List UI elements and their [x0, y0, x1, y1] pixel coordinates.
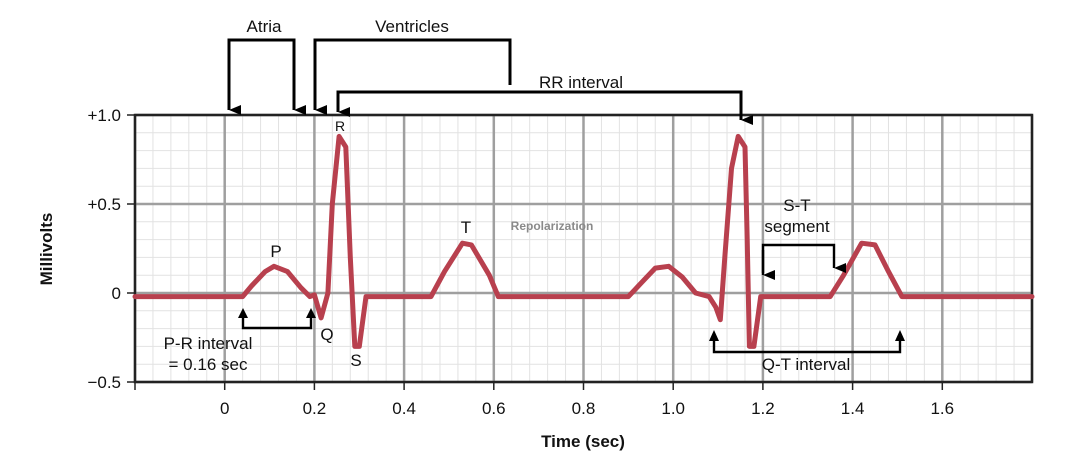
st-segment-bracket: [761, 243, 846, 280]
x-tick-label: 1.6: [930, 399, 954, 418]
y-tick-label: −0.5: [87, 373, 121, 392]
ventricles-label: Ventricles: [375, 17, 449, 36]
rr-interval-bracket: [336, 90, 753, 125]
repolarization-label: Repolarization: [511, 219, 594, 233]
qt-interval-bracket: [709, 330, 905, 354]
x-tick-label: 1.0: [661, 399, 685, 418]
q-wave-label: Q: [320, 325, 333, 344]
x-axis-label: Time (sec): [541, 432, 625, 451]
x-axis-ticks: 0 0.2 0.4 0.6 0.8 1.0 1.2 1.4 1.6: [134, 382, 954, 418]
st-segment-label-line1: S-T: [783, 196, 810, 215]
pr-interval-bracket: [238, 308, 316, 330]
rr-interval-label: RR interval: [539, 73, 623, 92]
p-wave-label: P: [270, 242, 281, 261]
x-tick-label: 0.2: [303, 399, 327, 418]
x-tick-label: 0: [220, 399, 229, 418]
y-axis-ticks: +1.0 +0.5 0 −0.5: [87, 106, 135, 392]
atria-label: Atria: [247, 17, 283, 36]
x-tick-label: 1.2: [751, 399, 775, 418]
y-tick-label: +1.0: [87, 106, 121, 125]
pr-interval-label-line2: = 0.16 sec: [169, 355, 248, 374]
qt-interval-label: Q-T interval: [762, 355, 851, 374]
y-axis-label: Millivolts: [37, 213, 56, 286]
x-tick-label: 0.6: [482, 399, 506, 418]
y-tick-label: 0: [112, 284, 121, 303]
x-tick-label: 0.8: [572, 399, 596, 418]
ecg-trace: [132, 133, 1035, 349]
t-wave-label: T: [461, 218, 471, 237]
atria-bracket: [227, 38, 306, 115]
pr-interval-label-line1: P-R interval: [164, 334, 253, 353]
s-wave-label: S: [350, 351, 361, 370]
st-segment-label-line2: segment: [764, 217, 829, 236]
ventricles-bracket: [313, 38, 512, 115]
x-tick-label: 0.4: [392, 399, 416, 418]
y-tick-label: +0.5: [87, 195, 121, 214]
r-wave-label: R: [335, 118, 345, 134]
x-tick-label: 1.4: [841, 399, 865, 418]
